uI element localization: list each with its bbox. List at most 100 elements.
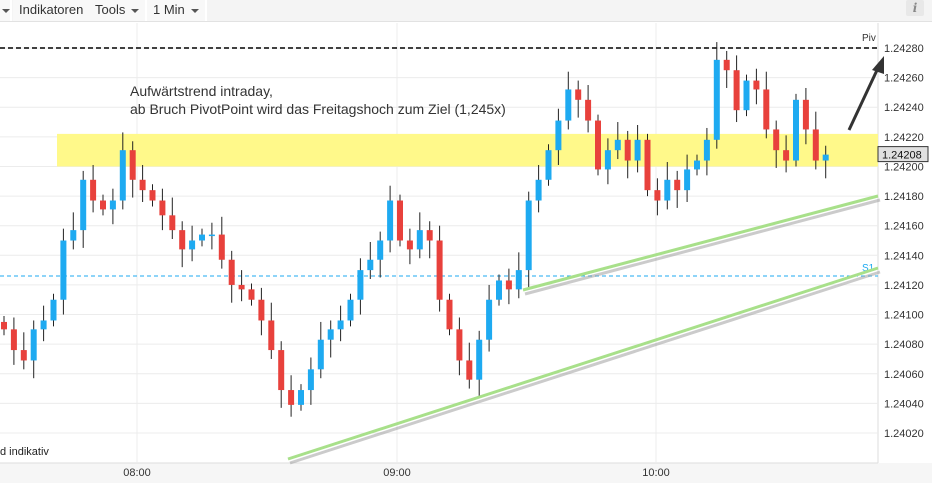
candle-body (278, 350, 285, 391)
candle-body (456, 329, 463, 361)
candle (456, 317, 463, 376)
chart-annotation: Aufwärtstrend intraday, ab Bruch PivotPo… (130, 82, 506, 118)
candle-body (317, 339, 324, 370)
candle-body (70, 230, 77, 241)
candle-body (783, 150, 790, 161)
annotation-line-2: ab Bruch PivotPoint wird das Freitagshoc… (130, 101, 506, 117)
candle (169, 197, 176, 240)
candle (20, 332, 27, 370)
interval-dropdown[interactable]: 1 Min (147, 0, 207, 21)
candle-body (20, 350, 27, 361)
candle-body (258, 299, 265, 321)
y-tick-label: 1.24200 (884, 161, 924, 173)
support-label: S1 (862, 263, 875, 274)
candle-body (812, 129, 819, 161)
candle (674, 170, 681, 208)
candle (733, 55, 740, 123)
y-tick-label: 1.24140 (884, 250, 924, 262)
candle (545, 144, 552, 186)
candle (575, 80, 582, 118)
candle (505, 268, 512, 305)
candle (466, 342, 473, 389)
menu-dropdown[interactable] (0, 0, 12, 21)
candle-body (397, 200, 403, 241)
candle-body (486, 299, 493, 340)
candle (595, 114, 601, 176)
candle (189, 225, 196, 262)
candle (367, 241, 374, 279)
candle-body (565, 89, 572, 121)
candle-body (139, 179, 146, 191)
candle-body (535, 179, 542, 201)
chart-toolbar: Indikatoren Tools 1 Min i (0, 0, 932, 22)
candle (664, 162, 671, 210)
candle-body (159, 200, 166, 216)
candle (327, 320, 334, 358)
last-price-box (877, 146, 929, 163)
candle-body (307, 369, 314, 391)
candle-body (773, 129, 780, 151)
candle-body (802, 99, 809, 130)
candle-body (476, 339, 483, 380)
candle (703, 127, 710, 176)
candle (179, 221, 186, 268)
price-axis-bg (878, 23, 932, 463)
candle-body (40, 320, 47, 330)
candle (397, 194, 403, 247)
candle (763, 71, 770, 139)
y-tick-label: 1.24020 (884, 428, 924, 440)
candle (684, 154, 691, 202)
candle (218, 216, 225, 269)
candle (109, 188, 116, 225)
candle-body (624, 139, 631, 161)
info-icon[interactable]: i (906, 0, 924, 16)
chevron-down-icon (2, 8, 10, 13)
resistance-zone (57, 133, 878, 167)
candle-body (80, 179, 87, 231)
candle (317, 321, 324, 379)
candle-body (298, 390, 304, 405)
candle (228, 250, 235, 303)
candle (80, 170, 87, 248)
y-tick-label: 1.24180 (884, 191, 924, 203)
candle (802, 87, 809, 145)
candle-body (179, 230, 186, 250)
candle-body (763, 89, 770, 130)
candle-body (268, 320, 275, 351)
candle-body (555, 120, 562, 151)
candle (773, 120, 780, 168)
candle-body (634, 139, 641, 161)
candle-body (149, 190, 156, 201)
y-tick-label: 1.24220 (884, 132, 924, 144)
candle (486, 284, 493, 352)
candle-body (694, 160, 700, 170)
candle-body (822, 154, 829, 161)
candle-body (426, 230, 433, 241)
candle (149, 184, 156, 207)
candle (624, 130, 631, 179)
candle (307, 357, 314, 405)
candle (10, 317, 17, 365)
candle-body (644, 139, 651, 191)
tools-dropdown[interactable]: Tools (89, 0, 148, 21)
candle (337, 305, 344, 342)
candle-body (377, 240, 384, 260)
candle-body (684, 169, 691, 191)
y-tick-label: 1.24160 (884, 221, 924, 233)
trendline-upper-shadow (524, 198, 881, 296)
candle-body (228, 259, 235, 285)
x-tick-label: 09:00 (383, 467, 411, 479)
candle (238, 270, 245, 302)
y-tick-label: 1.24260 (884, 73, 924, 85)
candle-body (100, 200, 106, 210)
last-price-label: 1.24208 (882, 150, 922, 162)
chevron-down-icon (131, 8, 140, 13)
candle (90, 164, 97, 213)
candle (654, 178, 661, 216)
candle (248, 283, 255, 306)
candle-body (119, 150, 126, 201)
candle-body (30, 329, 37, 361)
y-tick-label: 1.24100 (884, 310, 924, 322)
y-tick-label: 1.24280 (884, 43, 924, 55)
